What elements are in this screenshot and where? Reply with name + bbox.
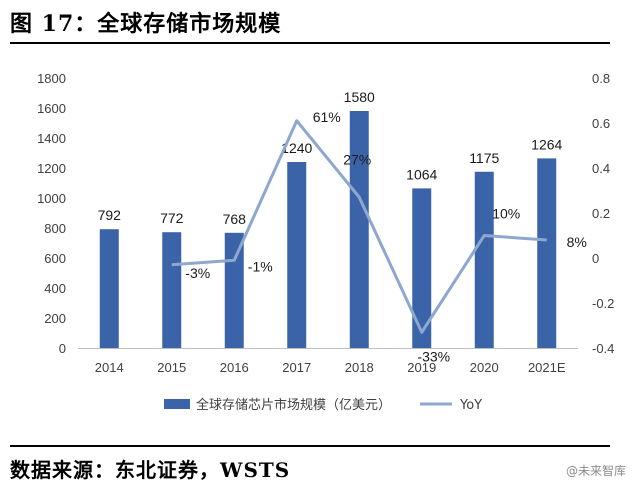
yoy-series: -3% -1% 61% 27% -33% 10% 8%: [171, 109, 587, 364]
bar-2021E: [537, 158, 557, 348]
right-tick-label: 0.2: [592, 206, 610, 221]
x-tick-label: 2021E: [528, 360, 566, 375]
bar-2017: [287, 162, 307, 348]
left-tick-label: 200: [44, 311, 66, 326]
right-axis: -0.4 -0.2 0 0.2 0.4 0.6 0.8: [592, 71, 614, 356]
source-rule: [10, 445, 610, 447]
right-tick-label: 0.6: [592, 116, 610, 131]
watermark: @未来智库: [565, 464, 626, 478]
yoy-value-label: -1%: [248, 258, 273, 274]
left-tick-label: 1000: [37, 191, 66, 206]
bar-2018: [349, 111, 369, 348]
left-tick-label: 1800: [37, 71, 66, 86]
yoy-value-label: 10%: [492, 206, 520, 222]
bar-value-label: 1580: [344, 89, 375, 105]
bar-value-label: 768: [223, 211, 247, 227]
left-tick-label: 800: [44, 221, 66, 236]
legend-line-label: YoY: [459, 398, 482, 413]
left-tick-label: 400: [44, 281, 66, 296]
yoy-value-label: 27%: [343, 151, 371, 167]
bar-2020: [474, 171, 494, 348]
bar-2019: [412, 188, 432, 348]
legend-bar-label: 全球存储芯片市场规模（亿美元）: [196, 397, 391, 413]
bar-value-label: 1175: [469, 150, 499, 166]
source-note: 数据来源：东北证券，WSTS: [10, 458, 291, 482]
bar-2015: [162, 232, 182, 348]
x-axis-labels: 2014 2015 2016 2017 2018 2019 2020 2021E: [95, 360, 566, 375]
x-tick-label: 2016: [220, 360, 249, 375]
right-tick-label: -0.2: [592, 296, 614, 311]
yoy-value-label: -3%: [185, 265, 210, 281]
x-tick-label: 2019: [407, 360, 436, 375]
right-tick-label: 0.4: [592, 161, 610, 176]
right-tick-label: 0: [592, 251, 599, 266]
yoy-value-label: -33%: [417, 348, 450, 364]
x-tick-label: 2017: [282, 360, 311, 375]
x-tick-label: 2020: [470, 360, 499, 375]
left-tick-label: 1600: [37, 101, 66, 116]
legend: 全球存储芯片市场规模（亿美元） YoY: [164, 397, 482, 413]
figure-title: 图 17：全球存储市场规模: [10, 11, 282, 37]
bar-value-label: 1264: [531, 136, 562, 152]
bar-series: 792 772 768 1240 1580 1064 1175 1264: [98, 89, 563, 348]
right-tick-label: 0.8: [592, 71, 610, 86]
bar-2016: [224, 232, 244, 348]
x-tick-label: 2014: [95, 360, 124, 375]
left-tick-label: 1200: [37, 161, 66, 176]
yoy-value-label: 8%: [567, 234, 587, 250]
left-tick-label: 1400: [37, 131, 66, 146]
title-rule: [10, 42, 610, 44]
x-tick-label: 2018: [345, 360, 374, 375]
yoy-value-label: 61%: [313, 109, 341, 125]
bar-value-label: 792: [98, 207, 122, 223]
legend-bar-swatch: [164, 399, 190, 409]
left-tick-label: 600: [44, 251, 66, 266]
left-tick-label: 0: [59, 341, 66, 356]
left-axis: 0 200 400 600 800 1000 1200 1400 1600 1800: [37, 71, 578, 356]
x-tick-label: 2015: [157, 360, 186, 375]
bar-value-label: 772: [160, 210, 184, 226]
right-tick-label: -0.4: [592, 341, 614, 356]
bar-2014: [99, 229, 119, 348]
yoy-line: [171, 119, 547, 334]
bar-value-label: 1064: [406, 166, 437, 182]
bar-value-label: 1240: [281, 140, 312, 156]
